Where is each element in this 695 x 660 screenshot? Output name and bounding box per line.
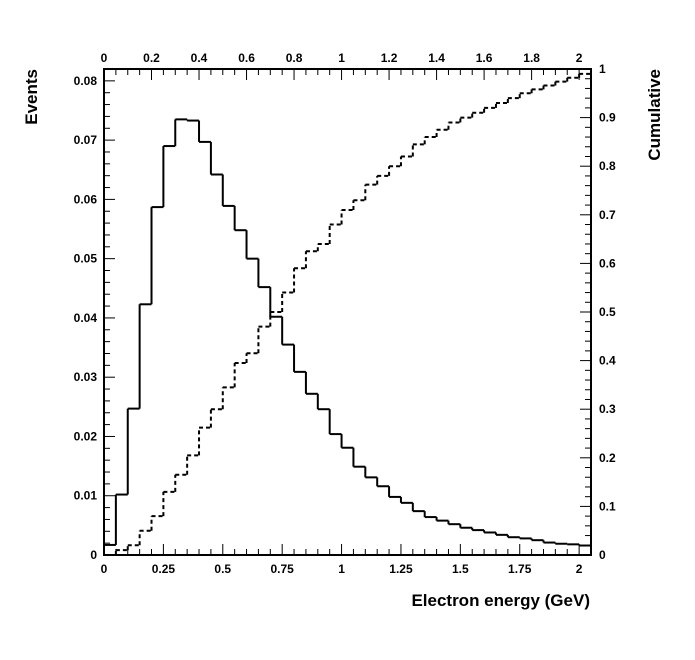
y-right-tick-label: 0.2	[599, 451, 616, 465]
y-right-tick-label: 0.8	[599, 159, 616, 173]
plot-frame	[103, 68, 592, 556]
x-top-tick-label: 1	[338, 51, 345, 65]
right-axis-title: Cumulative	[645, 69, 664, 161]
x-bottom-tick-label: 0	[101, 562, 108, 576]
y-left-tick-label: 0.05	[74, 252, 98, 266]
left-axis-title: Events	[22, 69, 41, 125]
x-top-tick-label: 0.8	[286, 51, 303, 65]
y-right-tick-label: 0.5	[599, 305, 616, 319]
y-right-tick-label: 0.7	[599, 208, 616, 222]
x-bottom-tick-label: 1.25	[389, 562, 413, 576]
y-left-tick-label: 0.03	[74, 370, 98, 384]
x-bottom-tick-label: 2	[576, 562, 583, 576]
y-left-tick-label: 0	[90, 548, 97, 562]
y-left-tick-label: 0.08	[74, 74, 98, 88]
y-left-tick-label: 0.07	[74, 133, 98, 147]
x-top-tick-label: 1.2	[381, 51, 398, 65]
y-right-tick-label: 1	[599, 62, 606, 76]
x-bottom-tick-label: 0.5	[214, 562, 231, 576]
x-axis-title: Electron energy (GeV)	[411, 591, 590, 610]
y-left-tick-label: 0.04	[74, 311, 98, 325]
x-top-tick-label: 1.8	[523, 51, 540, 65]
y-left-tick-label: 0.01	[74, 489, 98, 503]
x-top-tick-label: 2	[576, 51, 583, 65]
x-top-tick-label: 0	[101, 51, 108, 65]
y-right-tick-label: 0	[599, 548, 606, 562]
x-bottom-tick-label: 1.75	[508, 562, 532, 576]
x-top-tick-label: 0.4	[191, 51, 208, 65]
x-top-tick-label: 0.2	[143, 51, 160, 65]
x-bottom-tick-label: 1	[338, 562, 345, 576]
y-right-tick-label: 0.1	[599, 499, 616, 513]
y-right-tick-label: 0.4	[599, 354, 616, 368]
x-bottom-tick-label: 0.75	[270, 562, 294, 576]
x-bottom-tick-label: 0.25	[152, 562, 176, 576]
y-right-tick-label: 0.9	[599, 111, 616, 125]
series-cumulative	[104, 70, 592, 556]
x-top-tick-label: 0.6	[238, 51, 255, 65]
y-right-tick-label: 0.3	[599, 402, 616, 416]
x-bottom-tick-label: 1.5	[452, 562, 469, 576]
y-right-tick-label: 0.6	[599, 256, 616, 270]
y-left-tick-label: 0.06	[74, 192, 98, 206]
x-top-tick-label: 1.4	[428, 51, 445, 65]
series-events	[104, 118, 592, 547]
y-left-tick-label: 0.02	[74, 429, 98, 443]
x-top-tick-label: 1.6	[476, 51, 493, 65]
